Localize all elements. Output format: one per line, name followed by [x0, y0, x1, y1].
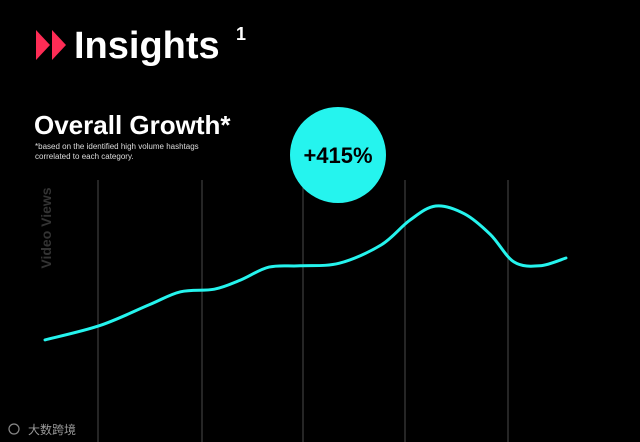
- note: correlated to each category.: [35, 152, 134, 161]
- title: Insights: [74, 25, 220, 67]
- watermark-text: 大数跨境: [28, 422, 76, 437]
- line: [43, 204, 568, 342]
- watermark: 大数跨境: [8, 422, 76, 437]
- subtitle: Overall Growth*: [34, 110, 231, 140]
- badge-circle: [290, 107, 386, 203]
- badge-text: +415%: [303, 143, 372, 168]
- logo-chevron: [36, 30, 50, 60]
- logo-chevron: [52, 30, 66, 60]
- watermark-icon: [8, 423, 20, 435]
- note: *based on the identified high volume has…: [35, 142, 199, 151]
- title-superscript: 1: [236, 24, 246, 44]
- y-axis-label: Video Views: [38, 187, 54, 268]
- logo-icon: [36, 30, 66, 60]
